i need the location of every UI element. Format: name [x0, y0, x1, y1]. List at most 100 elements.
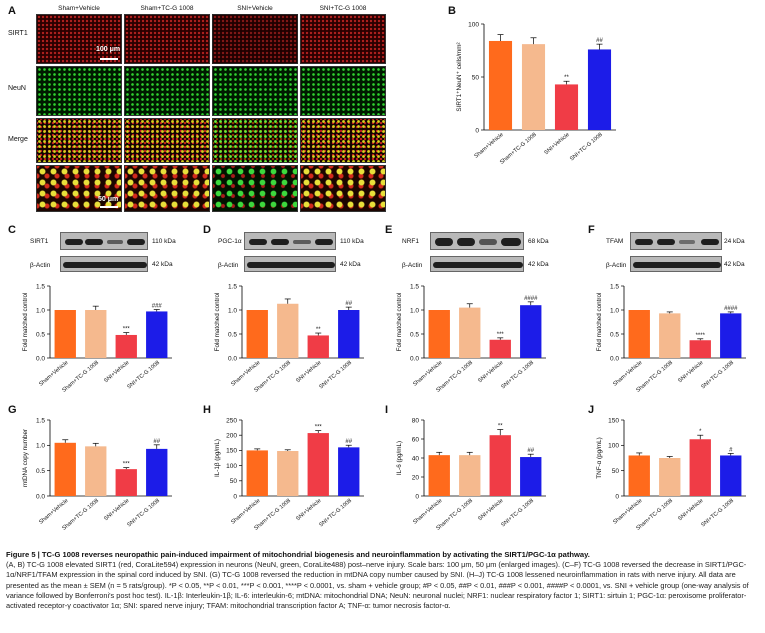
col-label-sham-tcg: Sham+TC-G 1008: [140, 5, 194, 12]
bar-g-1: [54, 442, 76, 496]
significance-label-f-3: ****: [696, 333, 706, 339]
micrograph-zoom-sham-tcg: [124, 165, 210, 212]
significance-label-g-3: ***: [123, 462, 131, 468]
y-tick-label-d: 0.5: [228, 331, 237, 338]
caption-body: (A, B) TC-G 1008 elevated SIRT1 (red, Co…: [6, 560, 749, 611]
x-tick-label-d-3: SNI+Vehicle: [295, 360, 322, 384]
x-tick-label-c-1: Sham+Vehicle: [38, 360, 69, 388]
y-axis-label-e: Fold matched control: [396, 293, 403, 352]
significance-label-i-3: **: [498, 424, 503, 430]
blot-c-ref-label: β-Actin: [30, 262, 51, 269]
bar-d-2: [277, 303, 299, 358]
x-tick-label-h-4: SNI+TC-G 1008: [318, 498, 353, 528]
blot-d-ref-label: β-Actin: [218, 262, 239, 269]
bar-j-2: [659, 458, 681, 496]
x-tick-label-d-1: Sham+Vehicle: [230, 360, 261, 388]
y-axis-label-i: IL-6 (pg/mL): [396, 441, 403, 475]
blot-c-target: [60, 232, 148, 250]
micrograph-zoom-sni-tcg: [300, 165, 386, 212]
blot-f-target-label: TFAM: [606, 238, 624, 245]
y-axis-label-d: Fold matched control: [214, 293, 221, 352]
x-tick-label-e-1: Sham+Vehicle: [412, 360, 443, 388]
blot-e-ref: [430, 256, 524, 272]
micrograph-sirt1-sham-tcg: [124, 14, 210, 64]
col-label-sni-vehicle: SNI+Vehicle: [237, 5, 273, 12]
x-tick-label-j-4: SNI+TC-G 1008: [700, 498, 735, 528]
significance-label-c-3: ***: [123, 327, 131, 333]
bar-b-2: [521, 44, 546, 130]
scale-bar-label-100um: 100 μm: [96, 46, 121, 53]
panel-label-g: G: [8, 404, 17, 416]
bar-h-2: [277, 451, 299, 496]
bar-c-2: [85, 310, 107, 358]
bar-d-3: [307, 335, 329, 358]
scale-bar-50um: [100, 206, 118, 208]
y-tick-label-j: 0: [615, 493, 619, 500]
bar-chart-f: 0.0 0.5 1.0 1.5 Fold matched control Sham+Veh…: [596, 283, 746, 394]
blot-c-ref-kda: 42 kDa: [152, 261, 173, 268]
blot-d-ref-kda: 42 kDa: [340, 261, 361, 268]
blot-e-target: [430, 232, 524, 250]
blot-f-ref-kda: 42 kDa: [724, 261, 745, 268]
scale-bar-100um: [100, 58, 118, 60]
panel-label-f: F: [588, 224, 595, 236]
panel-label-b: B: [448, 5, 456, 17]
bar-b-1: [488, 40, 513, 130]
bar-h-1: [246, 450, 268, 496]
y-tick-label-f: 1.0: [610, 307, 619, 314]
y-tick-label-e: 1.0: [410, 307, 419, 314]
micrograph-sirt1-sni-vehicle: [212, 14, 298, 64]
micrograph-merge-sham-tcg: [124, 118, 210, 163]
y-tick-label-b: 50: [472, 74, 480, 81]
bar-i-3: [489, 435, 511, 496]
y-tick-label-h: 200: [226, 433, 237, 440]
significance-label-g-4: ##: [153, 439, 160, 445]
bar-c-4: [146, 311, 168, 358]
bar-f-3: [689, 340, 711, 358]
y-axis-label-f: Fold matched control: [596, 293, 603, 352]
significance-label-c-4: ###: [152, 304, 163, 310]
y-tick-label-f: 1.5: [610, 283, 619, 290]
x-tick-label-j-3: SNI+Vehicle: [677, 498, 704, 522]
micrograph-merge-sni-vehicle: [212, 118, 298, 163]
bar-chart-h: 0 50 100 150 200 250 IL-1β (pg/mL) Sham+Vehicle…: [214, 417, 364, 532]
blot-e-target-kda: 68 kDa: [528, 238, 549, 245]
y-tick-label-i: 80: [412, 417, 420, 424]
significance-label-h-4: ##: [345, 439, 352, 445]
y-tick-label-c: 1.5: [36, 283, 45, 290]
significance-label-h-3: ***: [315, 425, 323, 431]
y-tick-label-g: 1.0: [36, 443, 45, 450]
x-tick-label-h-3: SNI+Vehicle: [295, 498, 322, 522]
y-tick-label-i: 40: [412, 455, 420, 462]
panel-label-a: A: [8, 5, 16, 17]
blot-d-target-label: PGC-1α: [218, 238, 242, 245]
y-tick-label-c: 1.0: [36, 307, 45, 314]
blot-f-target-kda: 24 kDa: [724, 238, 745, 245]
y-tick-label-e: 0.5: [410, 331, 419, 338]
y-tick-label-e: 1.5: [410, 283, 419, 290]
blot-e-ref-label: β-Actin: [402, 262, 423, 269]
micrograph-merge-sham-vehicle: [36, 118, 122, 163]
y-tick-label-b: 100: [468, 21, 479, 28]
blot-d-target: [244, 232, 336, 250]
x-tick-label-i-1: Sham+Vehicle: [412, 498, 443, 526]
y-tick-label-g: 1.5: [36, 417, 45, 424]
y-tick-label-i: 20: [412, 474, 420, 481]
bar-i-4: [520, 457, 542, 496]
y-tick-label-g: 0.5: [36, 468, 45, 475]
y-axis-label-c: Fold matched control: [22, 293, 29, 352]
col-label-sni-tcg: SNI+TC-G 1008: [319, 5, 367, 12]
y-tick-label-i: 0: [415, 493, 419, 500]
micrograph-zoom-sham-vehicle: [36, 165, 122, 212]
blot-e-ref-kda: 42 kDa: [528, 261, 549, 268]
y-tick-label-j: 50: [612, 468, 620, 475]
panel-label-i: I: [385, 404, 389, 416]
y-tick-label-j: 150: [608, 417, 619, 424]
bar-h-3: [307, 433, 329, 496]
bar-f-1: [628, 310, 650, 358]
bar-e-3: [489, 339, 511, 358]
blot-f-target: [630, 232, 722, 250]
blot-c-target-label: SIRT1: [30, 238, 49, 245]
